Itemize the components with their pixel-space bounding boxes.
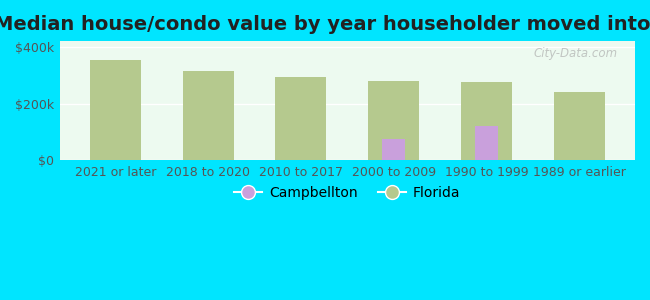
Bar (276, 76, 326, 160)
Bar (368, 81, 419, 160)
Bar (382, 139, 406, 160)
Bar (475, 126, 498, 160)
Title: Median house/condo value by year householder moved into unit: Median house/condo value by year househo… (0, 15, 650, 34)
Bar (461, 82, 512, 160)
Bar (183, 71, 233, 160)
Legend: Campbellton, Florida: Campbellton, Florida (229, 181, 466, 206)
Bar (90, 60, 141, 160)
Text: City-Data.com: City-Data.com (534, 47, 618, 60)
Bar (554, 92, 605, 160)
